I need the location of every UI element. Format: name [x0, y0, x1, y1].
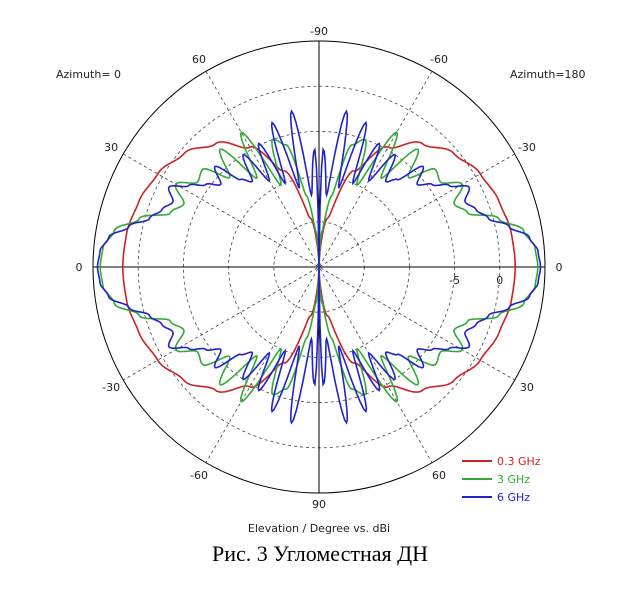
legend-label: 6 GHz — [497, 491, 530, 504]
legend-label: 0.3 GHz — [497, 455, 541, 468]
angle-tick-label: -60 — [190, 469, 208, 482]
x-axis-label: Elevation / Degree vs. dBi — [248, 522, 390, 535]
angle-tick-label: -90 — [310, 25, 328, 38]
legend: 0.3 GHz 3 GHz 6 GHz — [462, 455, 541, 504]
angle-tick-label: 60 — [192, 53, 206, 66]
angle-tick-label: 0 — [556, 261, 563, 274]
angle-tick-label: -30 — [518, 141, 536, 154]
radial-tick-label: -5 — [449, 274, 460, 287]
angle-tick-label: -60 — [430, 53, 448, 66]
legend-label: 3 GHz — [497, 473, 530, 486]
angle-tick-label: 90 — [312, 498, 326, 511]
radial-tick-label: 0 — [496, 274, 503, 287]
angle-tick-label: -30 — [102, 381, 120, 394]
angle-tick-label: 30 — [520, 381, 534, 394]
angle-tick-label: 30 — [104, 141, 118, 154]
angle-tick-label: 0 — [76, 261, 83, 274]
figure-caption: Рис. 3 Угломестная ДН — [0, 541, 640, 567]
azimuth-left-label: Azimuth= 0 — [56, 68, 121, 81]
angle-tick-label: 60 — [432, 469, 446, 482]
azimuth-right-label: Azimuth=180 — [510, 68, 586, 81]
